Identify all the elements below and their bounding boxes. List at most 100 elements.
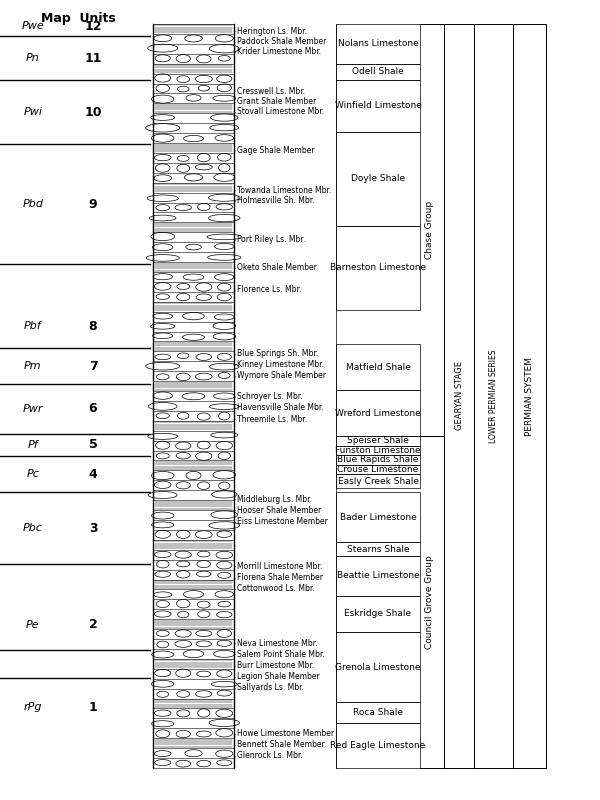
Ellipse shape [196,731,211,737]
Text: Pbf: Pbf [24,321,42,331]
Bar [336,132,420,226]
Text: Herington Ls. Mbr.: Herington Ls. Mbr. [237,26,307,36]
Text: Winfield Limestone: Winfield Limestone [335,102,421,110]
Ellipse shape [178,86,189,92]
Ellipse shape [197,482,210,490]
Text: Council Grove Group: Council Grove Group [425,555,433,649]
Ellipse shape [154,35,172,42]
Text: Cresswell Ls. Mbr.: Cresswell Ls. Mbr. [237,86,305,96]
Ellipse shape [156,413,169,418]
Ellipse shape [151,233,175,241]
Text: 12: 12 [84,19,102,33]
Text: Crouse Limestone: Crouse Limestone [337,465,419,474]
Text: Towanda Limestone Mbr.: Towanda Limestone Mbr. [237,186,331,195]
Ellipse shape [175,641,191,647]
Ellipse shape [185,35,202,42]
Ellipse shape [215,243,234,250]
Ellipse shape [216,442,232,450]
Text: Neva Limestone Mbr.: Neva Limestone Mbr. [237,638,317,648]
Ellipse shape [197,551,210,557]
Ellipse shape [178,611,189,618]
Ellipse shape [218,55,230,61]
Ellipse shape [155,74,170,82]
Text: Threemile Ls. Mbr.: Threemile Ls. Mbr. [237,414,307,424]
Ellipse shape [210,125,239,131]
Bar [336,556,420,596]
Text: Oketo Shale Member: Oketo Shale Member [237,263,317,273]
Ellipse shape [183,650,204,658]
Ellipse shape [217,611,232,618]
Ellipse shape [213,95,236,102]
Ellipse shape [213,333,235,340]
Ellipse shape [152,522,174,528]
Ellipse shape [154,154,171,161]
Ellipse shape [151,512,174,519]
Ellipse shape [157,374,169,380]
Ellipse shape [197,760,211,767]
Ellipse shape [197,571,211,577]
Ellipse shape [182,393,205,400]
Bar [336,455,420,465]
Text: Bader Limestone: Bader Limestone [340,513,416,522]
Ellipse shape [154,551,171,558]
Ellipse shape [176,482,190,489]
Ellipse shape [184,135,203,142]
Ellipse shape [195,75,212,82]
Text: 3: 3 [89,522,97,534]
Ellipse shape [178,155,189,162]
Text: Funston Limestone: Funston Limestone [335,446,421,455]
Text: Pbd: Pbd [23,199,44,209]
Ellipse shape [217,531,232,538]
Text: Doyle Shale: Doyle Shale [351,174,405,183]
Ellipse shape [151,323,175,329]
Ellipse shape [152,651,174,658]
Bar [336,24,420,64]
Bar [336,390,420,436]
Ellipse shape [218,452,230,459]
Text: Red Eagle Limestone: Red Eagle Limestone [331,741,425,750]
Text: 4: 4 [89,467,97,481]
Text: Matfield Shale: Matfield Shale [346,362,410,372]
Ellipse shape [214,174,235,182]
Ellipse shape [176,530,190,538]
Ellipse shape [196,55,211,63]
Ellipse shape [216,710,233,718]
Ellipse shape [156,630,169,636]
Ellipse shape [176,669,191,678]
Ellipse shape [197,561,211,568]
Text: Pe: Pe [26,620,40,630]
Text: Easly Creek Shale: Easly Creek Shale [337,477,419,486]
Ellipse shape [195,164,212,170]
Bar [336,436,420,446]
Ellipse shape [196,452,212,460]
Ellipse shape [176,690,190,698]
Ellipse shape [176,294,190,301]
Ellipse shape [186,244,201,250]
Text: Florence Ls. Mbr.: Florence Ls. Mbr. [237,285,301,294]
Ellipse shape [147,195,178,202]
Ellipse shape [155,670,170,677]
Text: Blue Rapids Shale: Blue Rapids Shale [337,455,419,465]
Text: Holmesville Sh. Mbr.: Holmesville Sh. Mbr. [237,196,314,206]
Text: Pm: Pm [24,361,42,371]
Ellipse shape [154,174,172,182]
Text: Chase Group: Chase Group [425,201,433,259]
Ellipse shape [155,759,171,766]
Ellipse shape [214,393,235,399]
Text: Kinney Limestone Mbr.: Kinney Limestone Mbr. [237,360,324,370]
Ellipse shape [175,205,191,210]
Ellipse shape [176,453,190,459]
Ellipse shape [177,164,190,172]
Ellipse shape [209,719,239,726]
Ellipse shape [196,530,212,538]
Ellipse shape [215,274,234,281]
Text: Pwi: Pwi [23,107,43,117]
Ellipse shape [151,681,174,687]
Bar [336,542,420,556]
Ellipse shape [151,134,174,142]
Ellipse shape [211,511,238,518]
Text: Pn: Pn [26,53,40,63]
Text: Grenola Limestone: Grenola Limestone [335,662,421,672]
Ellipse shape [217,690,232,696]
Ellipse shape [154,710,171,716]
